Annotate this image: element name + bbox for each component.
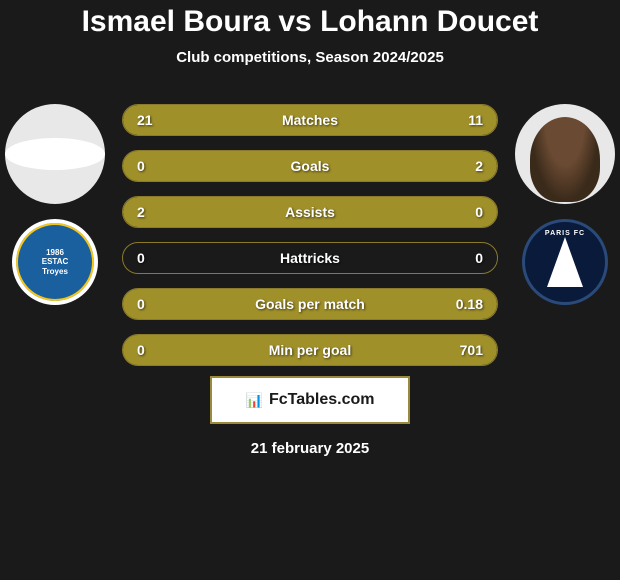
stat-bar-min-per-goal: 0Min per goal701 [122,334,498,366]
footer-date: 21 february 2025 [251,440,369,457]
content-row: 1986 ESTAC Troyes 21Matches110Goals22Ass… [0,94,620,366]
stat-bar-goals: 0Goals2 [122,150,498,182]
player1-club-text: 1986 ESTAC Troyes [42,248,69,277]
club-year: 1986 [42,248,69,258]
value-right: 11 [468,112,483,128]
stat-bar-hattricks: 0Hattricks0 [122,242,498,274]
value-right: 0.18 [456,296,483,312]
value-right: 0 [475,250,483,266]
stat-bar-matches: 21Matches11 [122,104,498,136]
subtitle: Club competitions, Season 2024/2025 [176,49,444,66]
value-right: 701 [460,342,483,358]
club-name-2: Troyes [42,267,69,277]
left-col: 1986 ESTAC Troyes [0,94,110,305]
brand-text: FcTables.com [269,391,375,409]
player1-avatar [5,104,105,204]
stat-label: Min per goal [123,342,497,358]
stat-bar-assists: 2Assists0 [122,196,498,228]
stat-bar-goals-per-match: 0Goals per match0.18 [122,288,498,320]
player2-silhouette [530,117,600,202]
player1-name: Ismael Boura [82,5,270,38]
eiffel-tower-icon [547,237,583,287]
stat-label: Matches [123,112,497,128]
player1-silhouette [5,138,105,170]
chart-icon: 📊 [246,392,263,409]
player2-name: Lohann Doucet [320,5,538,38]
value-right: 2 [475,158,483,174]
stats-bars: 21Matches110Goals22Assists00Hattricks00G… [110,94,510,366]
player2-avatar [515,104,615,204]
club-name-1: ESTAC [42,257,69,267]
vs-text: vs [278,5,311,38]
comparison-title: Ismael Boura vs Lohann Doucet [82,5,539,39]
stat-label: Goals [123,158,497,174]
player2-club-text: PARIS FC [545,230,585,237]
brand-badge: 📊 FcTables.com [210,376,410,424]
right-col: PARIS FC [510,94,620,305]
stat-label: Assists [123,204,497,220]
player1-club-logo: 1986 ESTAC Troyes [12,219,98,305]
value-right: 0 [475,204,483,220]
stat-label: Hattricks [123,250,497,266]
player2-club-logo: PARIS FC [522,219,608,305]
stat-label: Goals per match [123,296,497,312]
